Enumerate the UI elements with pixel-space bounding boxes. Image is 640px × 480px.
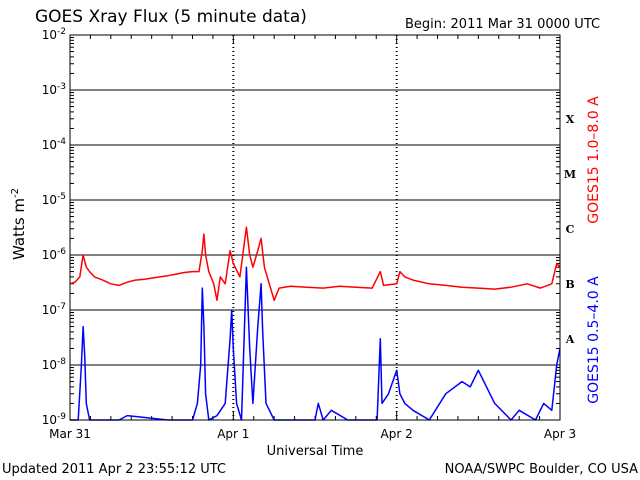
series-label-group: GOES15 1.0–8.0 A <box>586 96 602 224</box>
series-lines <box>69 226 561 421</box>
x-tick-label: Apr 3 <box>544 427 576 441</box>
flare-class-M: M <box>564 168 576 181</box>
flare-class-X: X <box>566 113 575 126</box>
series-label-group: GOES15 0.5–4.0 A <box>586 276 602 404</box>
y-tick-label: 10-7 <box>42 302 66 317</box>
axis-ticks <box>69 35 561 420</box>
y-axis-label-base: Watts m <box>10 198 28 260</box>
credit-text: NOAA/SWPC Boulder, CO USA <box>445 462 638 477</box>
begin-label: Begin: 2011 Mar 31 0000 UTC <box>405 17 600 32</box>
series-line-1 <box>69 226 561 302</box>
plot-frame <box>69 34 561 421</box>
y-tick-label: 10-4 <box>42 137 67 152</box>
y-tick-label: 10-3 <box>42 82 66 97</box>
series-label-2: GOES15 0.5–4.0 A <box>586 276 602 404</box>
flare-class-B: B <box>565 278 574 291</box>
flare-class-C: C <box>566 223 575 236</box>
x-tick-label: Apr 1 <box>217 427 249 441</box>
x-tick-label: Mar 31 <box>49 427 91 441</box>
series-labels: GOES15 1.0–8.0 A GOES15 0.5–4.0 A <box>586 96 602 404</box>
y-tick-label: 10-8 <box>42 357 67 372</box>
x-tick-label: Apr 2 <box>381 427 413 441</box>
y-axis-label-exp: -2 <box>10 188 21 198</box>
flare-class-A: A <box>565 333 575 346</box>
grid <box>70 35 560 420</box>
x-axis-label: Universal Time <box>267 444 364 459</box>
updated-timestamp: Updated 2011 Apr 2 23:55:12 UTC <box>2 462 226 477</box>
y-tick-label: 10-5 <box>42 192 66 207</box>
chart-title: GOES Xray Flux (5 minute data) <box>35 7 307 27</box>
y-tick-label: 10-6 <box>42 247 67 262</box>
series-label-1: GOES15 1.0–8.0 A <box>586 96 602 224</box>
series-line-2 <box>70 266 561 421</box>
svg-text:Watts m-2: Watts m-2 <box>10 188 28 260</box>
y-tick-label: 10-9 <box>42 412 67 427</box>
y-tick-label: 10-2 <box>42 27 66 42</box>
y-axis-label: Watts m-2 <box>10 188 28 260</box>
flare-class-labels: X M C B A <box>564 113 576 346</box>
